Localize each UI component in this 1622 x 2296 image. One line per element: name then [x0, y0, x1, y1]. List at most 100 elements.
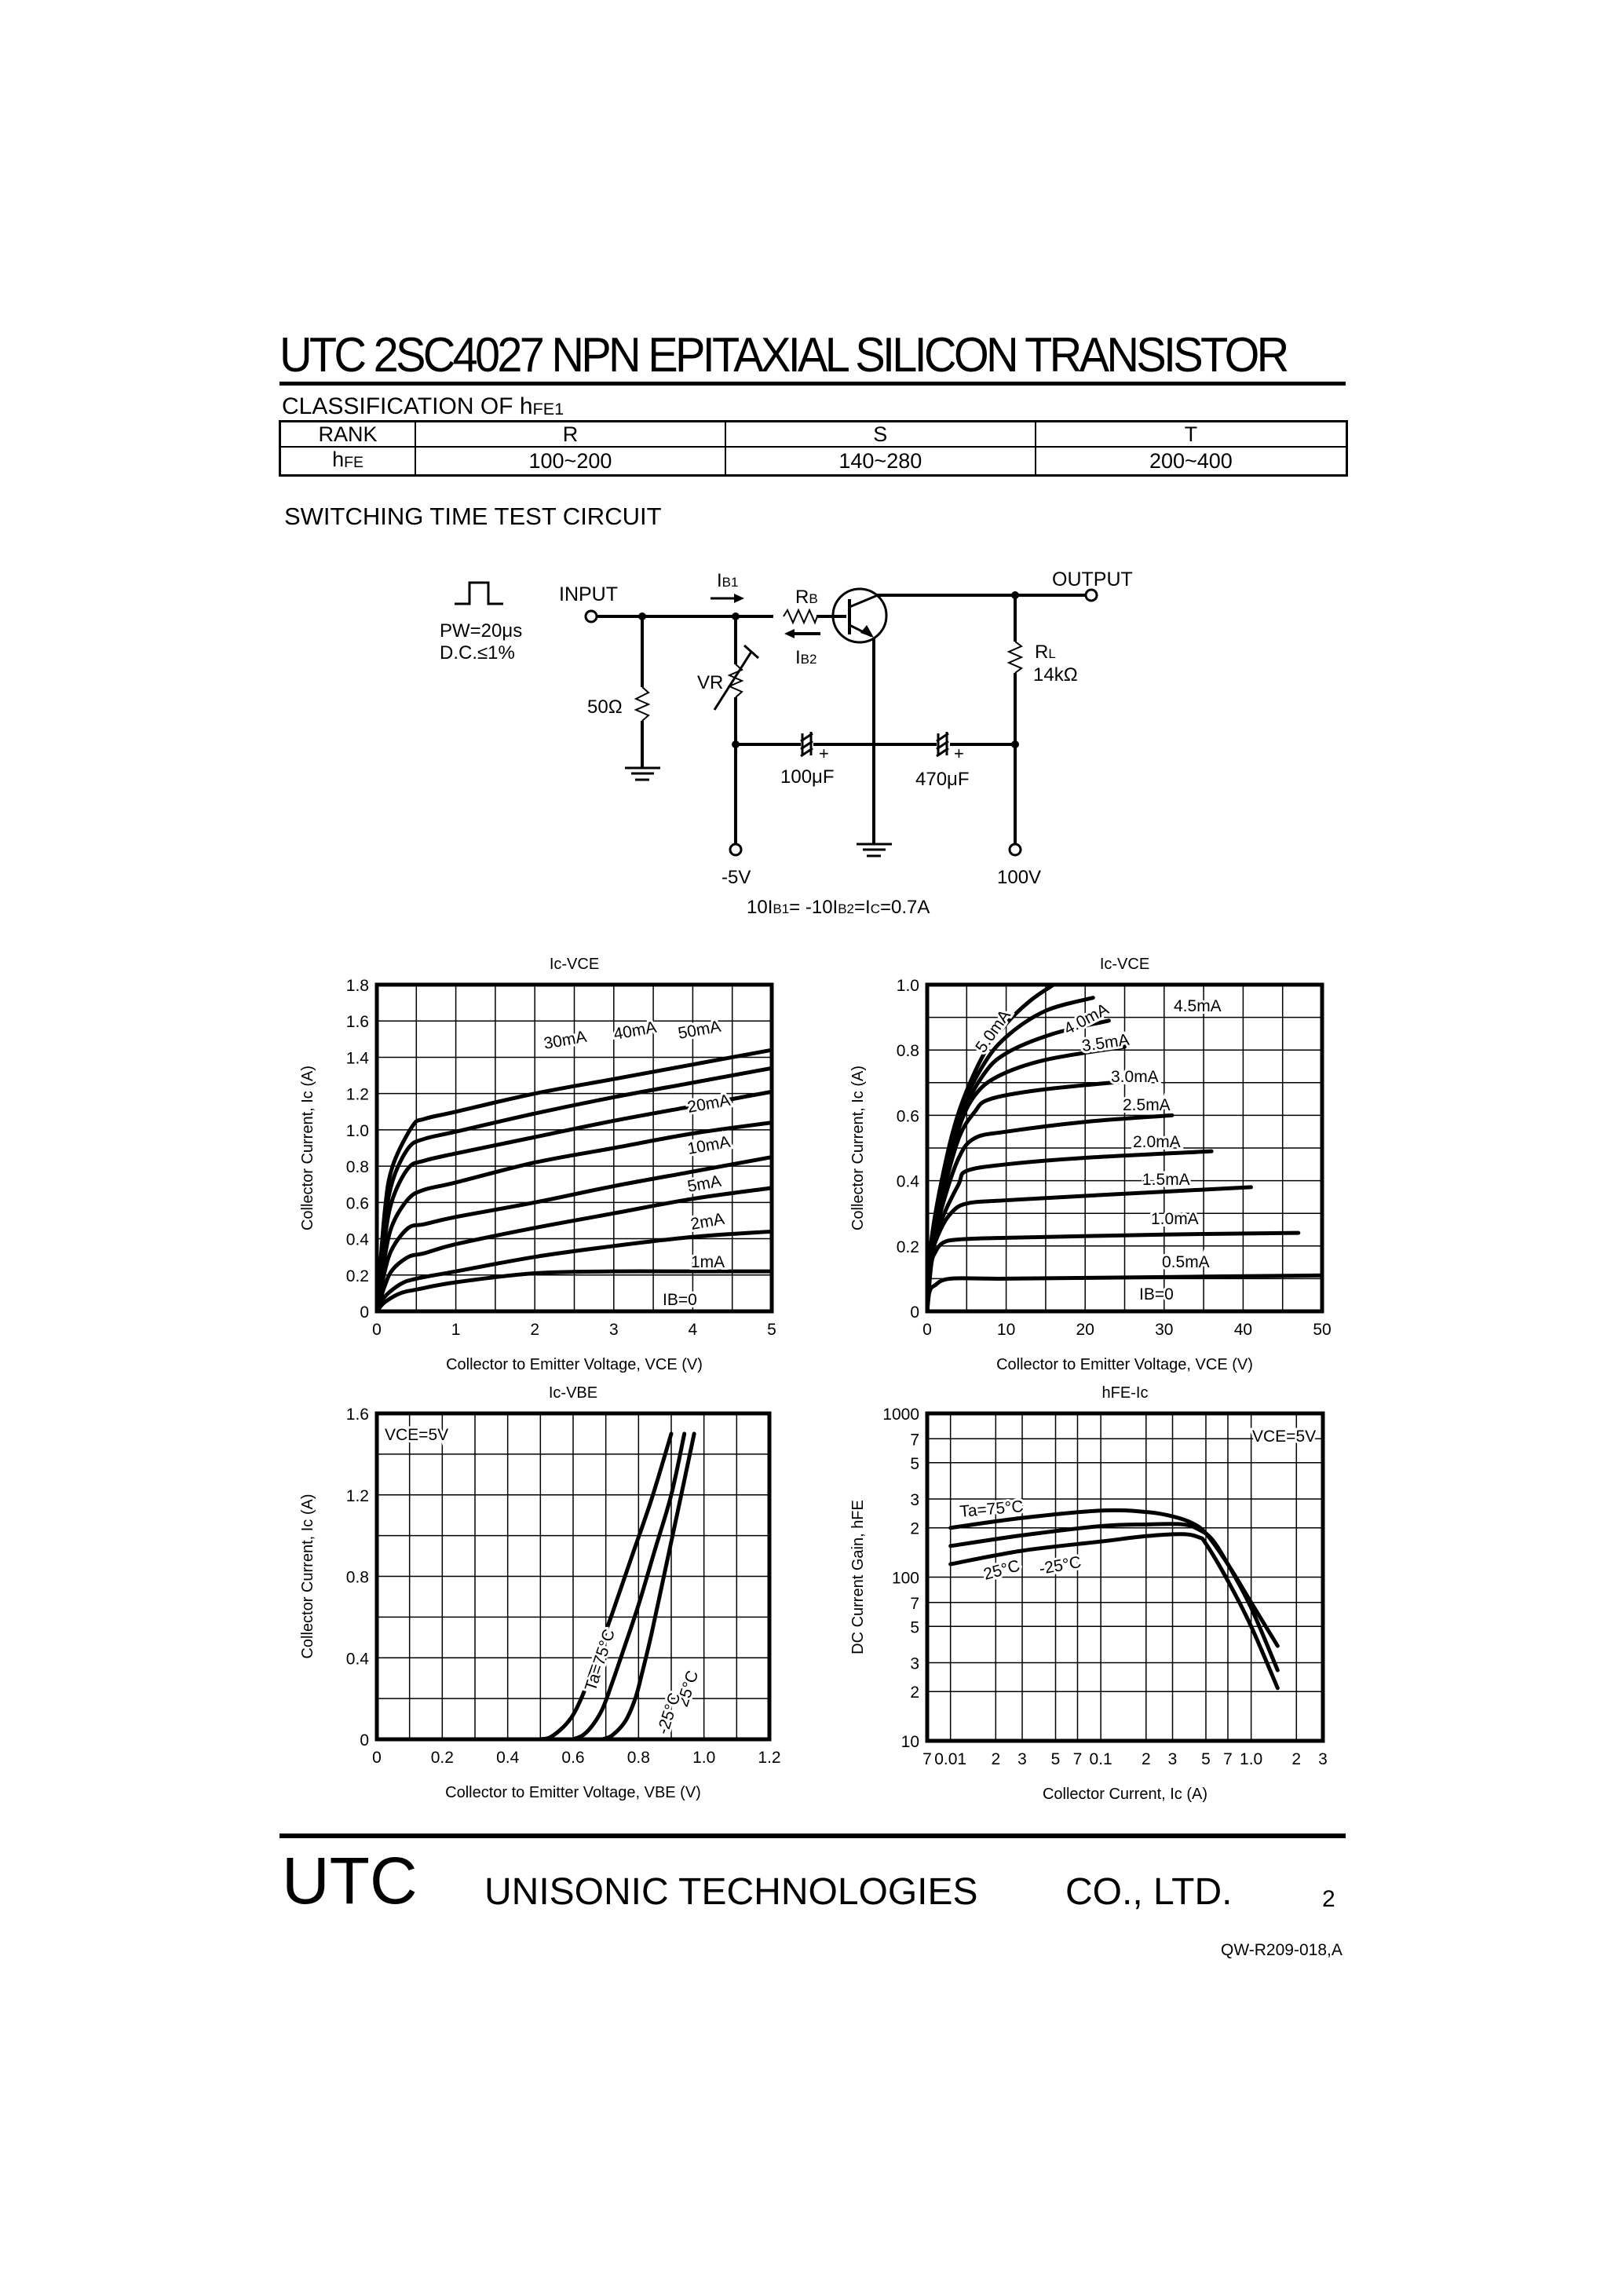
cap1-plus: + — [819, 744, 829, 763]
series-line — [948, 1522, 1280, 1673]
series-line — [374, 1186, 774, 1314]
variable-resistor-icon — [727, 664, 744, 698]
series-line — [374, 1229, 774, 1314]
x-axis-label: Collector to Emitter Voltage, VCE (V) — [996, 1356, 1253, 1373]
cap1-label: 100μF — [780, 766, 835, 788]
svg-text:0.1: 0.1 — [1090, 1750, 1112, 1768]
svg-text:3: 3 — [1168, 1750, 1178, 1768]
y-axis-label: Collector Current, Ic (A) — [299, 1066, 316, 1230]
resistor-rb-icon — [783, 608, 818, 625]
rl-value: 14kΩ — [1033, 664, 1078, 686]
series-annotation: 2.0mA — [1133, 1133, 1181, 1151]
svg-text:3: 3 — [1017, 1750, 1027, 1768]
characteristic-charts: 0 1 2 3 4 500.20.40.60.81.01.21.41.61.8Ic-VCE… — [299, 956, 1332, 1803]
series-line — [601, 1431, 696, 1742]
chart-series — [374, 1047, 774, 1314]
svg-text:5: 5 — [1201, 1750, 1211, 1768]
table-cell: 140~280 — [724, 445, 1036, 477]
table-header-cell: RANK — [279, 420, 416, 448]
neg-supply-terminal-icon — [729, 843, 743, 857]
svg-text:0.8: 0.8 — [346, 1158, 369, 1176]
svg-text:0.6: 0.6 — [561, 1749, 584, 1767]
classification-heading-subscript: FE1 — [532, 399, 564, 419]
series-line — [374, 1047, 774, 1314]
svg-text:1.6: 1.6 — [346, 1013, 369, 1031]
chart-title: Ic-VBE — [549, 1384, 597, 1402]
output-label: OUTPUT — [1052, 569, 1133, 590]
y-axis-label: Collector Current, Ic (A) — [299, 1493, 316, 1658]
emitter-arrow-icon — [860, 625, 874, 638]
chart-title: Ic-VCE — [1100, 956, 1149, 973]
capacitor-100uf-icon — [800, 732, 813, 758]
resistor-rl-icon — [1006, 641, 1024, 674]
tick-labels: 0 1 2 3 4 5 0 0.2 0.4 0.6 0.8 1.0 1.2 1.4 1.6 1.8 — [346, 977, 776, 1339]
vr-label: VR — [697, 672, 723, 693]
svg-text:0: 0 — [372, 1749, 382, 1767]
series-line — [374, 1089, 774, 1314]
table-header-cell: T — [1034, 420, 1348, 448]
ib1-label: IB1 — [717, 570, 738, 591]
svg-text:1.0: 1.0 — [346, 1122, 369, 1140]
table-header-cell: S — [724, 420, 1036, 448]
chart-hfe-ic: 7 0.01 2 3 5 7 0.1 2 3 5 7 1.0 2 310235710023571000hF… — [849, 1384, 1328, 1803]
svg-text:0.8: 0.8 — [346, 1569, 369, 1587]
svg-text:1.2: 1.2 — [346, 1086, 369, 1104]
svg-text:0.01: 0.01 — [934, 1750, 966, 1768]
svg-text:0.4: 0.4 — [496, 1749, 520, 1767]
svg-text:7: 7 — [922, 1750, 932, 1768]
series-line — [571, 1431, 687, 1742]
svg-text:30: 30 — [1155, 1321, 1173, 1339]
table-cell: 200~400 — [1034, 445, 1348, 477]
input-label: INPUT — [559, 583, 618, 605]
svg-text:0.4: 0.4 — [346, 1231, 370, 1249]
svg-text:1.8: 1.8 — [346, 977, 369, 995]
circuit-heading: SWITCHING TIME TEST CIRCUIT — [284, 503, 662, 530]
x-axis-label: Collector to Emitter Voltage, VCE (V) — [446, 1356, 703, 1373]
footer-company-suffix: CO., LTD. — [1065, 1871, 1233, 1913]
svg-text:100: 100 — [892, 1570, 919, 1588]
y-axis-label: Collector Current, Ic (A) — [849, 1066, 867, 1230]
svg-text:0: 0 — [372, 1321, 382, 1339]
series-line — [374, 1155, 774, 1314]
tick-labels: 0 0.2 0.4 0.6 0.8 1.0 1.2 0 0.4 0.8 1.2 1.6 — [346, 1406, 781, 1767]
page-number: 2 — [1322, 1886, 1335, 1912]
svg-text:50: 50 — [1313, 1321, 1331, 1339]
svg-text:1.4: 1.4 — [346, 1049, 370, 1067]
series-annotation: 4.5mA — [1174, 997, 1222, 1015]
pos-supply-terminal-icon — [1008, 843, 1022, 857]
series-line — [538, 1431, 674, 1742]
series-annotation: IB=0 — [663, 1291, 697, 1309]
svg-text:2: 2 — [910, 1520, 919, 1538]
svg-text:0: 0 — [360, 1303, 369, 1322]
svg-text:1.0: 1.0 — [692, 1749, 715, 1767]
y-axis-label: DC Current Gain, hFE — [849, 1500, 867, 1654]
svg-text:1.0: 1.0 — [897, 977, 919, 995]
rl-label: RL — [1035, 642, 1056, 663]
chart-title: hFE-Ic — [1102, 1384, 1149, 1402]
series-line — [925, 1185, 1253, 1314]
svg-text:3: 3 — [910, 1655, 919, 1673]
chart-frame — [374, 982, 774, 1314]
page-title: UTC 2SC4027 NPN EPITAXIAL SILICON TRANSI… — [279, 328, 1289, 382]
footer-logo: UTC — [282, 1844, 418, 1918]
series-annotation: 3.5mA — [1080, 1031, 1130, 1055]
ib2-label: IB2 — [795, 647, 816, 668]
svg-text:1.2: 1.2 — [758, 1749, 780, 1767]
cap2-plus: + — [954, 744, 964, 763]
svg-text:1.2: 1.2 — [346, 1487, 369, 1505]
svg-text:1.0: 1.0 — [1240, 1750, 1262, 1768]
table-cell: 100~200 — [415, 445, 726, 477]
svg-text:20: 20 — [1076, 1321, 1094, 1339]
series-annotation: 30mA — [542, 1028, 588, 1053]
svg-text:7: 7 — [1223, 1750, 1233, 1768]
table-row: hFE 100~200 140~280 200~400 — [279, 445, 1348, 477]
series-annotation: 1.0mA — [1151, 1210, 1199, 1228]
row-label-subscript: FE — [344, 453, 363, 471]
series-annotation: 25°C — [981, 1556, 1021, 1583]
svg-text:0: 0 — [360, 1731, 369, 1749]
svg-text:3: 3 — [910, 1491, 919, 1509]
title-divider — [279, 382, 1346, 386]
capacitor-470uf-icon — [936, 732, 949, 758]
resistor-50ohm-icon — [634, 686, 651, 722]
